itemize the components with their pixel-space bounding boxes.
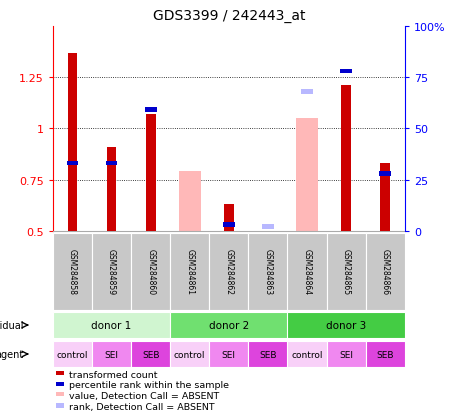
Bar [326, 233, 365, 310]
Text: GSM284864: GSM284864 [302, 249, 311, 294]
Text: GSM284862: GSM284862 [224, 249, 233, 294]
Text: GSM284865: GSM284865 [341, 249, 350, 294]
Text: SEB: SEB [375, 350, 393, 358]
Text: value, Detection Call = ABSENT: value, Detection Call = ABSENT [68, 391, 218, 400]
Bar [209, 233, 248, 310]
Bar [170, 233, 209, 310]
Text: control: control [174, 350, 205, 358]
Bar [248, 233, 287, 310]
Text: control: control [56, 350, 88, 358]
Bar [56, 404, 64, 408]
Text: transformed count: transformed count [68, 370, 157, 379]
Bar [340, 69, 351, 74]
Bar [224, 205, 233, 231]
Title: GDS3399 / 242443_at: GDS3399 / 242443_at [152, 9, 304, 23]
Bar [146, 115, 155, 231]
Text: rank, Detection Call = ABSENT: rank, Detection Call = ABSENT [68, 402, 214, 411]
Bar [262, 225, 273, 230]
Bar [106, 147, 116, 231]
Bar [179, 172, 200, 231]
Bar [67, 53, 77, 231]
Bar [326, 341, 365, 368]
Text: GSM284858: GSM284858 [68, 249, 77, 294]
Bar [296, 119, 317, 231]
Bar [223, 223, 234, 227]
Text: donor 1: donor 1 [91, 320, 131, 330]
Bar [301, 90, 312, 95]
Bar [53, 341, 92, 368]
Bar [56, 392, 64, 396]
Bar [379, 171, 390, 176]
Bar [287, 341, 326, 368]
Bar [131, 233, 170, 310]
Bar [106, 161, 117, 166]
Text: percentile rank within the sample: percentile rank within the sample [68, 380, 228, 389]
Text: SEI: SEI [338, 350, 353, 358]
Bar [145, 108, 156, 113]
Bar [365, 233, 404, 310]
Text: GSM284860: GSM284860 [146, 249, 155, 294]
Text: SEB: SEB [141, 350, 159, 358]
Text: SEI: SEI [221, 350, 235, 358]
Bar [248, 341, 287, 368]
Text: GSM284861: GSM284861 [185, 249, 194, 294]
Bar [53, 312, 170, 339]
Text: GSM284863: GSM284863 [263, 249, 272, 294]
Bar [365, 341, 404, 368]
Text: agent: agent [0, 349, 24, 359]
Text: individual: individual [0, 320, 24, 330]
Bar [131, 341, 170, 368]
Bar [209, 341, 248, 368]
Bar [92, 233, 131, 310]
Bar [380, 164, 389, 231]
Bar [287, 312, 404, 339]
Bar [170, 341, 209, 368]
Bar [56, 371, 64, 375]
Text: GSM284866: GSM284866 [380, 249, 389, 294]
Text: donor 2: donor 2 [208, 320, 248, 330]
Text: SEI: SEI [104, 350, 118, 358]
Bar [170, 312, 287, 339]
Bar [53, 233, 92, 310]
Text: SEB: SEB [258, 350, 276, 358]
Text: donor 3: donor 3 [325, 320, 365, 330]
Text: GSM284859: GSM284859 [107, 249, 116, 294]
Bar [341, 86, 350, 231]
Bar [67, 161, 78, 166]
Text: control: control [291, 350, 322, 358]
Bar [56, 382, 64, 386]
Bar [92, 341, 131, 368]
Bar [287, 233, 326, 310]
